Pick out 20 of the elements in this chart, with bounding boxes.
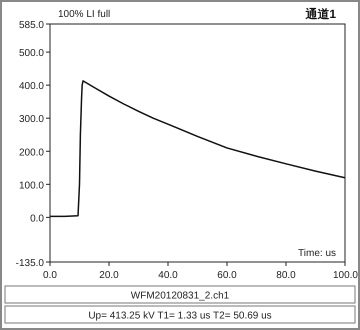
x-tick-label: 20.0 bbox=[99, 270, 120, 281]
chart-subtitle: 通道1 bbox=[304, 7, 336, 21]
y-tick-label: 0.0 bbox=[30, 213, 44, 224]
text: Up= 413.25 kV T1= 1.33 us T2= 50.69 us bbox=[88, 310, 272, 322]
x-tick-label: 0.0 bbox=[43, 270, 58, 281]
y-tick-label: 400.0 bbox=[18, 81, 44, 92]
x-tick-label: 60.0 bbox=[217, 270, 238, 281]
y-tick-label: 300.0 bbox=[18, 114, 44, 126]
x-axis-title: Time: us bbox=[298, 248, 336, 259]
y-tick-label: 500.0 bbox=[18, 48, 44, 60]
text: WFM20120831_2.ch1 bbox=[130, 290, 230, 302]
x-tick-label: 80.0 bbox=[276, 270, 296, 281]
chart-title: 100% LI full bbox=[58, 9, 110, 20]
x-tick-label: 40.0 bbox=[158, 270, 178, 281]
y-tick-label: 585.0 bbox=[18, 20, 44, 31]
y-tick-label: 100.0 bbox=[18, 180, 44, 192]
y-tick-label: -135.0 bbox=[16, 258, 44, 269]
x-tick-label: 100.0 bbox=[332, 270, 358, 281]
line-series bbox=[49, 80, 346, 218]
y-tick-label: 200.0 bbox=[18, 147, 44, 158]
